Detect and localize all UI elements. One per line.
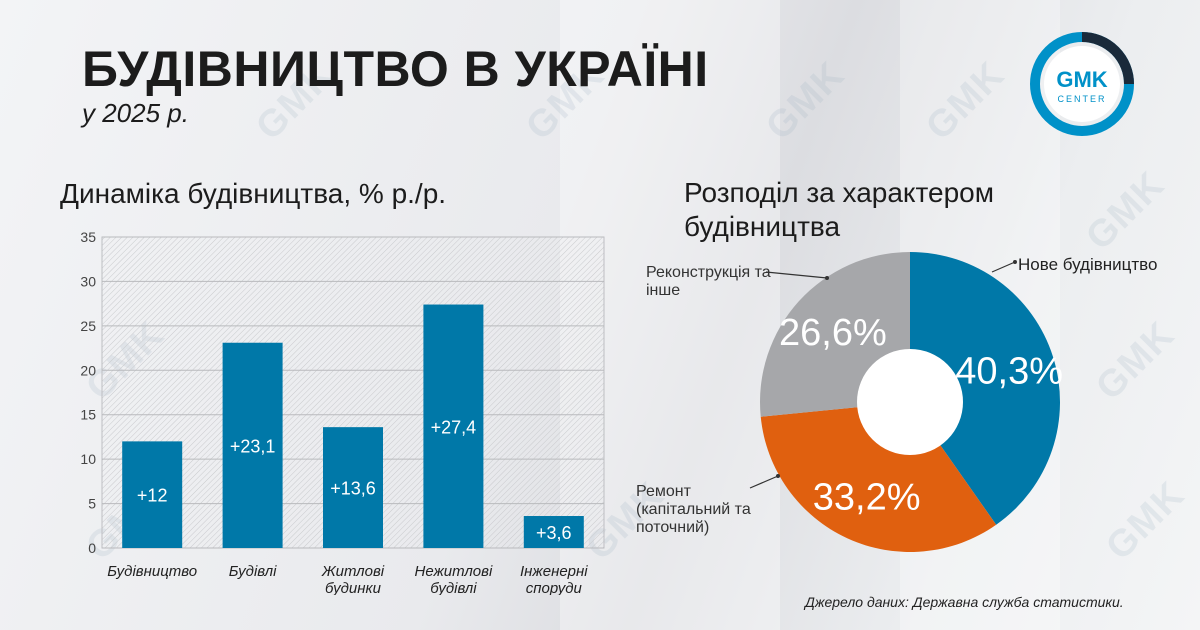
x-category-label: Інженерні xyxy=(520,563,588,580)
pie-value-label: 26,6% xyxy=(779,312,887,354)
y-tick-label: 25 xyxy=(80,318,96,334)
x-category-label: Житлові xyxy=(321,563,385,580)
bar-chart-title: Динаміка будівництва, % р./р. xyxy=(60,178,447,209)
x-category-label: Будівлі xyxy=(229,563,277,580)
page-title: БУДІВНИЦТВО В УКРАЇНІ xyxy=(82,41,709,97)
pie-label-repair-text: Ремонт (капітальний та поточний) xyxy=(636,483,751,536)
pie-chart: 40,3% 33,2% 26,6% xyxy=(749,252,1063,552)
logo-text-center: CENTER xyxy=(1057,94,1106,104)
x-category-label: будівлі xyxy=(430,580,477,595)
y-tick-label: 15 xyxy=(80,407,96,423)
bar-chart: 0 5 10 15 20 25 30 35 +12 +23,1 +13,6 +27,4 +3,6 Бу… xyxy=(80,229,605,595)
bar-data-label: +12 xyxy=(137,486,168,506)
pie-hole xyxy=(857,349,963,455)
source-note: Джерело даних: Державна служба статистик… xyxy=(805,594,1124,610)
pie-slice xyxy=(910,252,1060,525)
y-tick-label: 0 xyxy=(88,540,96,556)
pie-label-new: Нове будівництво xyxy=(1018,256,1157,274)
x-category-label: будинки xyxy=(325,580,382,595)
bar-data-label: +3,6 xyxy=(536,523,572,543)
pie-label-repair: Ремонт (капітальний та поточний) xyxy=(636,483,766,537)
bar xyxy=(523,516,584,548)
bar xyxy=(323,427,383,548)
bar xyxy=(423,304,484,548)
leader-line xyxy=(765,271,828,279)
leader-dot xyxy=(776,474,780,478)
pie-label-new-text: Нове будівництво xyxy=(1018,255,1158,274)
bar xyxy=(222,342,283,548)
bar-data-label: +27,4 xyxy=(431,417,477,437)
bar-data-label: +13,6 xyxy=(330,479,376,499)
bar xyxy=(122,441,183,548)
y-tick-label: 35 xyxy=(80,229,96,245)
page-subtitle: у 2025 р. xyxy=(82,98,189,128)
pie-value-label: 33,2% xyxy=(813,477,921,519)
y-tick-label: 5 xyxy=(88,496,96,512)
pie-value-label: 40,3% xyxy=(955,351,1063,393)
pie-chart-title: Розподіл за характером будівництва xyxy=(684,177,994,242)
bar-data-label: +23,1 xyxy=(230,436,276,456)
leader-dot xyxy=(825,276,829,280)
pie-slice xyxy=(760,402,997,552)
y-tick-label: 30 xyxy=(80,273,96,289)
leader-line xyxy=(991,261,1016,273)
y-tick-label: 10 xyxy=(80,451,96,467)
leader-dot xyxy=(1013,260,1017,264)
x-category-label: Будівництво xyxy=(107,563,197,580)
pie-label-reconstruction-text: Реконструкція та інше xyxy=(646,264,771,299)
pie-label-reconstruction: Реконструкція та інше xyxy=(646,264,776,300)
x-category-label: Нежитлові xyxy=(414,563,492,580)
leader-line xyxy=(749,475,779,489)
y-tick-label: 20 xyxy=(80,362,96,378)
gmk-center-logo: GMK CENTER xyxy=(1030,32,1134,136)
logo-text-gmk: GMK xyxy=(1056,67,1107,92)
x-category-label: споруди xyxy=(526,580,583,595)
